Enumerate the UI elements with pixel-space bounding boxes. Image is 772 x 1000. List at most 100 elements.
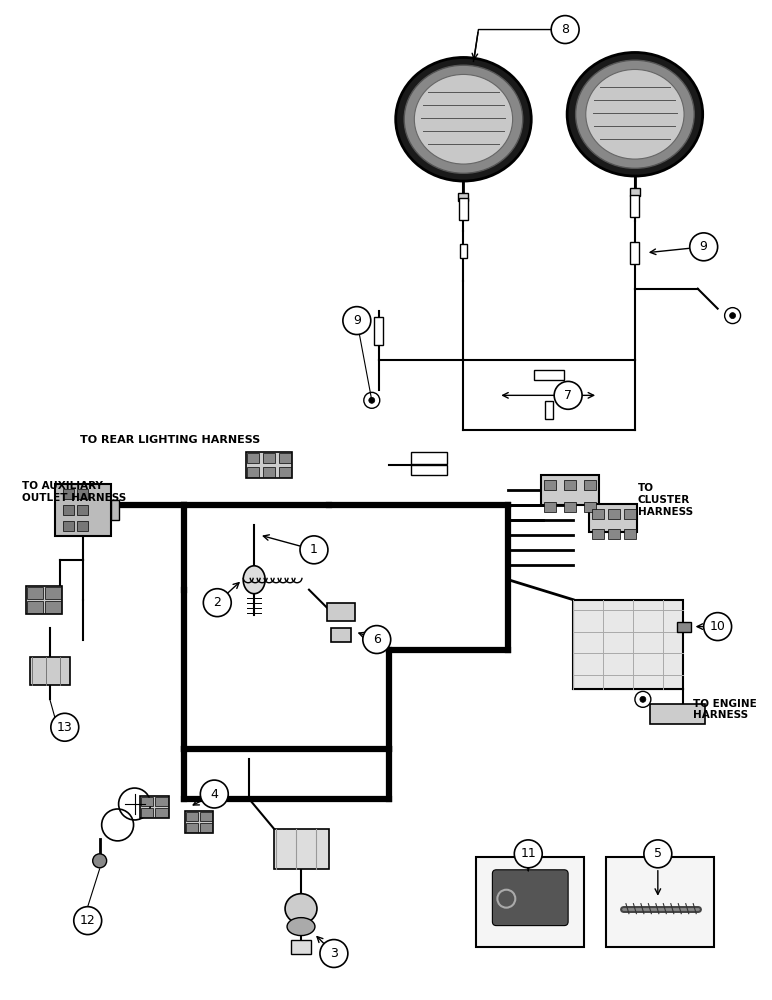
Bar — [77, 521, 88, 531]
Text: 11: 11 — [520, 847, 536, 860]
Bar — [263, 453, 275, 463]
Bar — [411, 465, 446, 475]
Text: 8: 8 — [561, 23, 569, 36]
Text: 3: 3 — [330, 947, 338, 960]
Text: TO AUXILIARY
OUTLET HARNESS: TO AUXILIARY OUTLET HARNESS — [22, 481, 126, 503]
Bar — [564, 502, 576, 512]
Bar — [624, 509, 636, 519]
Bar — [63, 505, 74, 515]
Text: 4: 4 — [210, 788, 218, 801]
Ellipse shape — [576, 60, 694, 168]
Text: TO
CLUSTER
HARNESS: TO CLUSTER HARNESS — [638, 483, 693, 517]
Bar — [459, 198, 468, 220]
Bar — [77, 505, 88, 515]
Bar — [26, 586, 62, 614]
Bar — [631, 242, 639, 264]
Bar — [274, 829, 329, 869]
Ellipse shape — [405, 65, 523, 173]
Circle shape — [51, 713, 79, 741]
Circle shape — [704, 613, 732, 641]
Bar — [608, 529, 620, 539]
Bar — [247, 467, 259, 477]
Bar — [246, 452, 292, 478]
Bar — [608, 509, 620, 519]
Bar — [592, 529, 604, 539]
Text: TO REAR LIGHTING HARNESS: TO REAR LIGHTING HARNESS — [80, 435, 260, 445]
Circle shape — [514, 840, 542, 868]
Bar — [27, 601, 43, 613]
Circle shape — [300, 536, 328, 564]
Circle shape — [93, 854, 107, 868]
Bar — [186, 812, 198, 821]
Bar — [110, 500, 119, 520]
Bar — [55, 484, 110, 536]
Bar — [545, 401, 554, 419]
Bar — [63, 521, 74, 531]
Bar — [564, 480, 576, 490]
Bar — [185, 811, 213, 833]
Bar — [460, 244, 467, 258]
Circle shape — [554, 381, 582, 409]
Bar — [584, 480, 596, 490]
Text: 1: 1 — [310, 543, 318, 556]
Text: 2: 2 — [213, 596, 222, 609]
Bar — [544, 502, 556, 512]
Bar — [411, 452, 446, 464]
Circle shape — [363, 626, 391, 653]
Bar — [476, 857, 584, 947]
Bar — [624, 529, 636, 539]
Circle shape — [74, 907, 102, 935]
Circle shape — [320, 940, 348, 967]
Bar — [155, 797, 168, 806]
Bar — [279, 467, 291, 477]
Bar — [606, 857, 713, 947]
Ellipse shape — [243, 566, 265, 594]
Ellipse shape — [285, 894, 317, 924]
Bar — [201, 812, 212, 821]
Bar — [201, 823, 212, 832]
Bar — [327, 603, 355, 621]
Circle shape — [644, 840, 672, 868]
Text: 6: 6 — [373, 633, 381, 646]
Bar — [30, 657, 69, 685]
Text: 9: 9 — [699, 240, 708, 253]
Bar — [573, 600, 682, 689]
Circle shape — [203, 589, 232, 617]
Bar — [263, 467, 275, 477]
Text: 7: 7 — [564, 389, 572, 402]
Ellipse shape — [287, 918, 315, 936]
Bar — [45, 587, 61, 599]
Text: TO ENGINE
HARNESS: TO ENGINE HARNESS — [692, 699, 757, 720]
Text: 9: 9 — [353, 314, 361, 327]
Bar — [459, 193, 469, 201]
Text: 10: 10 — [709, 620, 726, 633]
Bar — [140, 796, 169, 818]
Bar — [592, 509, 604, 519]
Bar — [27, 587, 43, 599]
Circle shape — [689, 233, 718, 261]
Bar — [544, 480, 556, 490]
Bar — [589, 504, 637, 532]
Text: 13: 13 — [57, 721, 73, 734]
Bar — [247, 453, 259, 463]
Circle shape — [369, 397, 374, 403]
Ellipse shape — [586, 69, 684, 159]
Circle shape — [730, 313, 736, 319]
Bar — [141, 797, 154, 806]
Circle shape — [640, 696, 646, 702]
Bar — [650, 704, 705, 724]
Text: 5: 5 — [654, 847, 662, 860]
Bar — [45, 601, 61, 613]
Bar — [279, 453, 291, 463]
Circle shape — [551, 16, 579, 44]
Bar — [63, 489, 74, 499]
Bar — [155, 808, 168, 817]
Bar — [77, 489, 88, 499]
Circle shape — [201, 780, 229, 808]
Bar — [186, 823, 198, 832]
Ellipse shape — [415, 74, 513, 164]
Bar — [331, 628, 350, 642]
Bar — [584, 502, 596, 512]
Bar — [291, 940, 311, 954]
Ellipse shape — [396, 57, 531, 181]
